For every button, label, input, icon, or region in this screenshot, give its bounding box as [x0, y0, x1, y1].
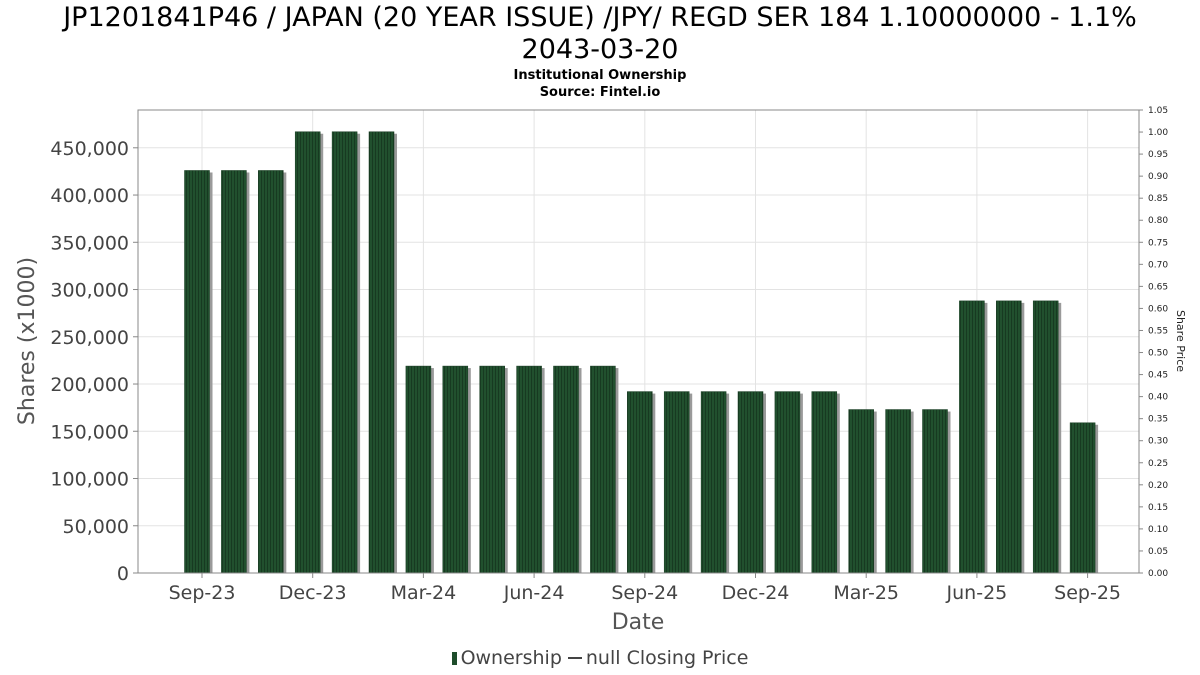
ownership-bar [700, 391, 727, 574]
y-tick-label: 200,000 [50, 374, 129, 396]
chart-title-line-2: 2043-03-20 [521, 34, 679, 65]
y-tick-label: 50,000 [63, 516, 129, 538]
y2-tick-label: 0.15 [1148, 503, 1168, 513]
y-axis-label: Shares (x1000) [15, 257, 40, 425]
ownership-legend-swatch [451, 652, 457, 665]
x-tick-label: Jun-24 [503, 582, 565, 604]
y2-tick-label: 0.30 [1148, 437, 1168, 447]
ownership-bar [774, 391, 801, 574]
x-tick-label: Dec-24 [722, 582, 790, 604]
ownership-bar [996, 300, 1022, 574]
ownership-bar [590, 365, 616, 574]
y2-tick-label: 0.75 [1148, 238, 1168, 248]
x-tick-label: Dec-23 [279, 582, 347, 604]
y2-tick-label: 0.65 [1148, 282, 1168, 292]
chart-subtitle: Institutional Ownership [513, 68, 687, 83]
y2-tick-label: 0.05 [1148, 547, 1168, 557]
x-axis-label: Date [612, 610, 665, 635]
ownership-bar [258, 170, 284, 574]
ownership-bar [737, 391, 764, 574]
y2-tick-label: 0.45 [1148, 371, 1168, 381]
ownership-bar [405, 365, 432, 574]
chart-source: Source: Fintel.io [539, 85, 661, 100]
y-tick-label: 250,000 [50, 327, 129, 349]
ownership-bar [331, 131, 358, 574]
y2-tick-label: 0.50 [1148, 349, 1168, 359]
ownership-bar [184, 170, 210, 574]
chart-title-line-1: JP1201841P46 / JAPAN (20 YEAR ISSUE) /JP… [63, 2, 1137, 33]
y2-tick-label: 0.85 [1148, 194, 1168, 204]
y-tick-label: 450,000 [50, 138, 129, 160]
y2-tick-label: 0.40 [1148, 393, 1168, 403]
x-tick-label: Sep-24 [611, 582, 678, 604]
ownership-bar [294, 131, 321, 574]
y2-tick-label: 0.20 [1148, 481, 1168, 491]
ownership-bar [553, 365, 579, 574]
ownership-bar [442, 365, 469, 574]
plot-area-border [137, 109, 1140, 574]
right-axis-label: Share Price [1174, 310, 1187, 372]
ownership-bar [627, 391, 653, 574]
y-tick-label: 300,000 [50, 280, 129, 302]
y2-tick-label: 0.55 [1148, 326, 1168, 336]
y-tick-label: 0 [117, 563, 129, 585]
ownership-bar [663, 391, 690, 574]
x-tick-label: Jun-25 [946, 582, 1008, 604]
y2-tick-label: 0.60 [1148, 304, 1168, 314]
y2-tick-label: 0.35 [1148, 415, 1168, 425]
ownership-legend-label: Ownership [460, 647, 562, 669]
ownership-bar [885, 409, 911, 574]
y-tick-label: 100,000 [50, 469, 129, 491]
ownership-bar [1032, 300, 1059, 574]
legend: Ownership null Closing Price [0, 647, 1200, 669]
x-tick-label: Mar-25 [833, 582, 899, 604]
x-tick-label: Mar-24 [391, 582, 457, 604]
ownership-bar [959, 300, 985, 574]
y2-tick-label: 1.00 [1148, 128, 1168, 138]
y2-tick-label: 0.00 [1148, 569, 1168, 579]
price-legend-label: null Closing Price [585, 647, 749, 669]
y-tick-label: 400,000 [50, 185, 129, 207]
y2-tick-label: 0.95 [1148, 150, 1168, 160]
y2-tick-label: 0.70 [1148, 260, 1168, 270]
ownership-bar [479, 365, 505, 574]
ownership-bar [516, 365, 542, 574]
x-tick-label: Sep-25 [1054, 582, 1121, 604]
y-tick-label: 350,000 [50, 232, 129, 254]
y2-tick-label: 0.25 [1148, 459, 1168, 469]
y2-tick-label: 0.10 [1148, 525, 1168, 535]
ownership-bar [221, 170, 247, 574]
y2-tick-label: 0.80 [1148, 216, 1168, 226]
y-tick-label: 150,000 [50, 421, 129, 443]
ownership-bar [811, 391, 838, 574]
ownership-bar [922, 409, 948, 574]
price-legend-line [567, 657, 582, 659]
ownership-bar [1069, 422, 1096, 574]
ownership-bar [848, 409, 874, 574]
ownership-bar [368, 131, 395, 574]
y2-tick-label: 1.05 [1148, 106, 1168, 116]
x-tick-label: Sep-23 [169, 582, 236, 604]
y2-tick-label: 0.90 [1148, 172, 1168, 182]
